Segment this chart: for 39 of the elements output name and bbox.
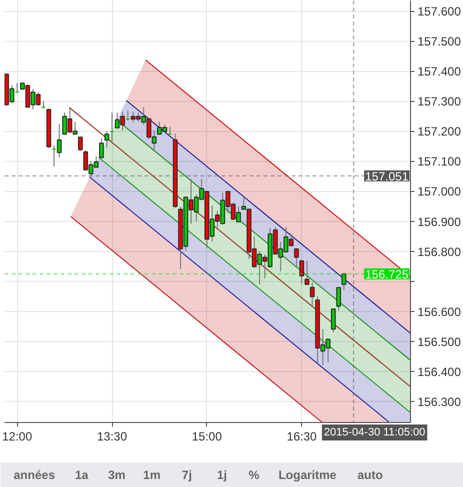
text: 1a (74, 468, 89, 482)
candlestick (294, 248, 299, 268)
y-tick-label: 156.500 (418, 334, 462, 349)
y-tick-label: 157.200 (418, 124, 462, 139)
candlestick (336, 286, 342, 311)
ref-line-label: 156.725 (365, 267, 409, 282)
text: 3m (108, 468, 126, 482)
text: 2015-04-30 11:05:00 (324, 426, 426, 438)
candlestick (330, 308, 336, 333)
y-tick-label: 157.300 (418, 94, 462, 109)
x-tick-label: 12:00 (2, 430, 32, 444)
y-tick-label: 157.100 (418, 154, 462, 169)
y-tick-label: 156.800 (418, 244, 462, 259)
y-tick-label: 157.400 (418, 64, 462, 79)
y-tick-label: 156.300 (418, 394, 462, 409)
x-tick-label: 15:00 (192, 430, 222, 444)
y-tick-label: 157.500 (418, 34, 462, 49)
x-tick-label: 16:30 (286, 430, 318, 444)
candlestick (341, 272, 346, 291)
x-tick-label: 13:30 (96, 430, 128, 444)
text: 7j (182, 468, 192, 482)
candlestick (304, 260, 310, 286)
y-tick-label: 156.400 (418, 364, 462, 379)
y-tick-label: 157.000 (418, 184, 462, 199)
candlestick (299, 260, 304, 284)
candlestick (104, 130, 110, 148)
candlestick (310, 282, 315, 308)
candlestick (99, 138, 104, 159)
candlestick (78, 136, 83, 152)
text: 1m (143, 468, 160, 482)
text: 1j (216, 468, 227, 482)
ref-line-label: 157.051 (365, 169, 409, 184)
y-tick-label: 156.600 (418, 304, 462, 319)
text: Logaritme (278, 468, 337, 482)
text: auto (358, 468, 383, 482)
y-tick-label: 157.600 (418, 4, 462, 19)
y-tick-label: 156.900 (418, 214, 462, 229)
text: % (248, 468, 260, 482)
text: années (14, 468, 56, 482)
